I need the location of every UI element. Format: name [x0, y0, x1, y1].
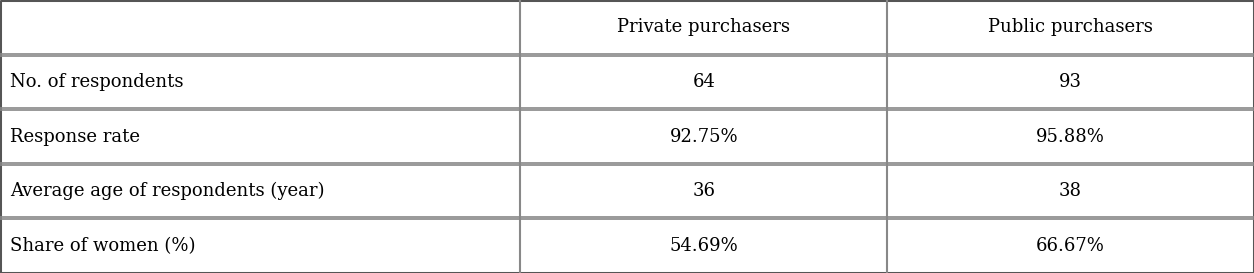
Text: 93: 93	[1060, 73, 1082, 91]
Text: Public purchasers: Public purchasers	[988, 18, 1152, 36]
Text: 38: 38	[1060, 182, 1082, 200]
Text: 54.69%: 54.69%	[670, 237, 739, 255]
Text: Response rate: Response rate	[10, 127, 140, 146]
Text: 64: 64	[692, 73, 715, 91]
Text: 92.75%: 92.75%	[670, 127, 739, 146]
Text: 95.88%: 95.88%	[1036, 127, 1105, 146]
Text: Average age of respondents (year): Average age of respondents (year)	[10, 182, 325, 200]
Text: 36: 36	[692, 182, 715, 200]
Text: No. of respondents: No. of respondents	[10, 73, 183, 91]
Text: Share of women (%): Share of women (%)	[10, 237, 196, 255]
Text: 66.67%: 66.67%	[1036, 237, 1105, 255]
Text: Private purchasers: Private purchasers	[617, 18, 790, 36]
